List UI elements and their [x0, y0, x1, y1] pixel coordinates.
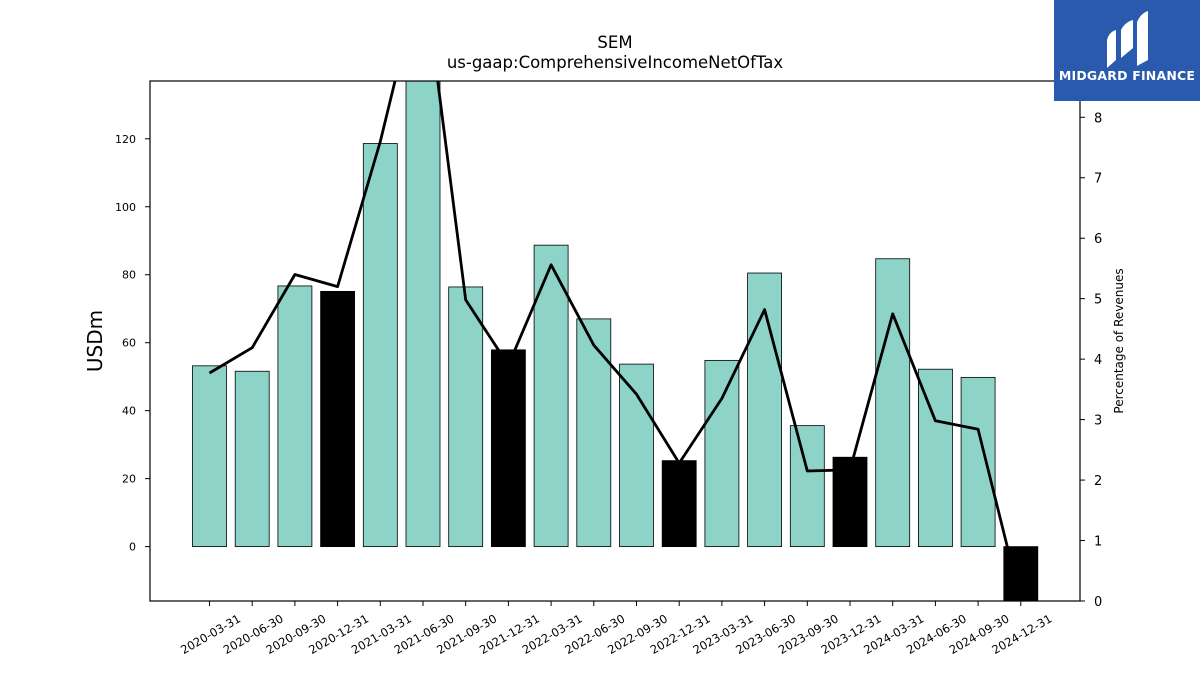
- y2-tick-label: 8: [1094, 111, 1102, 126]
- y2-tick-label: 5: [1094, 293, 1102, 308]
- y-tick-label: 120: [115, 133, 136, 146]
- bar: [832, 456, 868, 548]
- bar: [362, 143, 398, 548]
- y-tick-label: 80: [122, 269, 136, 282]
- logo-mark-icon: [1107, 11, 1148, 68]
- y-tick-label: 20: [122, 473, 136, 486]
- y-tick-label: 60: [122, 337, 136, 350]
- bar: [448, 286, 484, 548]
- y2-tick-label: 7: [1094, 172, 1102, 187]
- bar: [747, 272, 782, 548]
- bar: [576, 318, 612, 548]
- y2-tick-label: 2: [1094, 474, 1102, 489]
- bar: [789, 425, 825, 548]
- y2-tick-label: 4: [1094, 353, 1102, 368]
- bar: [277, 285, 313, 548]
- bar: [619, 363, 654, 548]
- bar: [533, 244, 569, 548]
- line-series: [208, 81, 1023, 601]
- y-axis-label: USDm: [83, 310, 107, 372]
- bar: [234, 370, 270, 548]
- chart-subtitle: us-gaap:ComprehensiveIncomeNetOfTax: [446, 53, 784, 72]
- y-tick-label: 40: [122, 405, 136, 418]
- y2-tick-label: 0: [1094, 595, 1102, 610]
- chart-title: SEM: [597, 33, 633, 52]
- bar: [405, 81, 441, 548]
- bar: [490, 349, 526, 548]
- y2-axis-label: Percentage of Revenues: [1112, 268, 1126, 413]
- y-tick-label: 100: [115, 201, 136, 214]
- bar: [320, 290, 356, 548]
- logo-text: MIDGARD FINANCE: [1058, 68, 1196, 83]
- bar: [918, 368, 953, 548]
- y-tick-label: 0: [129, 541, 136, 554]
- bar: [192, 365, 227, 548]
- bar: [875, 258, 911, 548]
- brand-logo: MIDGARD FINANCE: [1054, 0, 1200, 101]
- y2-tick-label: 6: [1094, 232, 1102, 247]
- y2-tick-label: 1: [1094, 535, 1102, 550]
- bar: [704, 359, 740, 548]
- y2-tick-label: 3: [1094, 414, 1102, 429]
- plot-frame: [149, 80, 1081, 602]
- bar: [960, 376, 996, 548]
- bar: [661, 460, 697, 548]
